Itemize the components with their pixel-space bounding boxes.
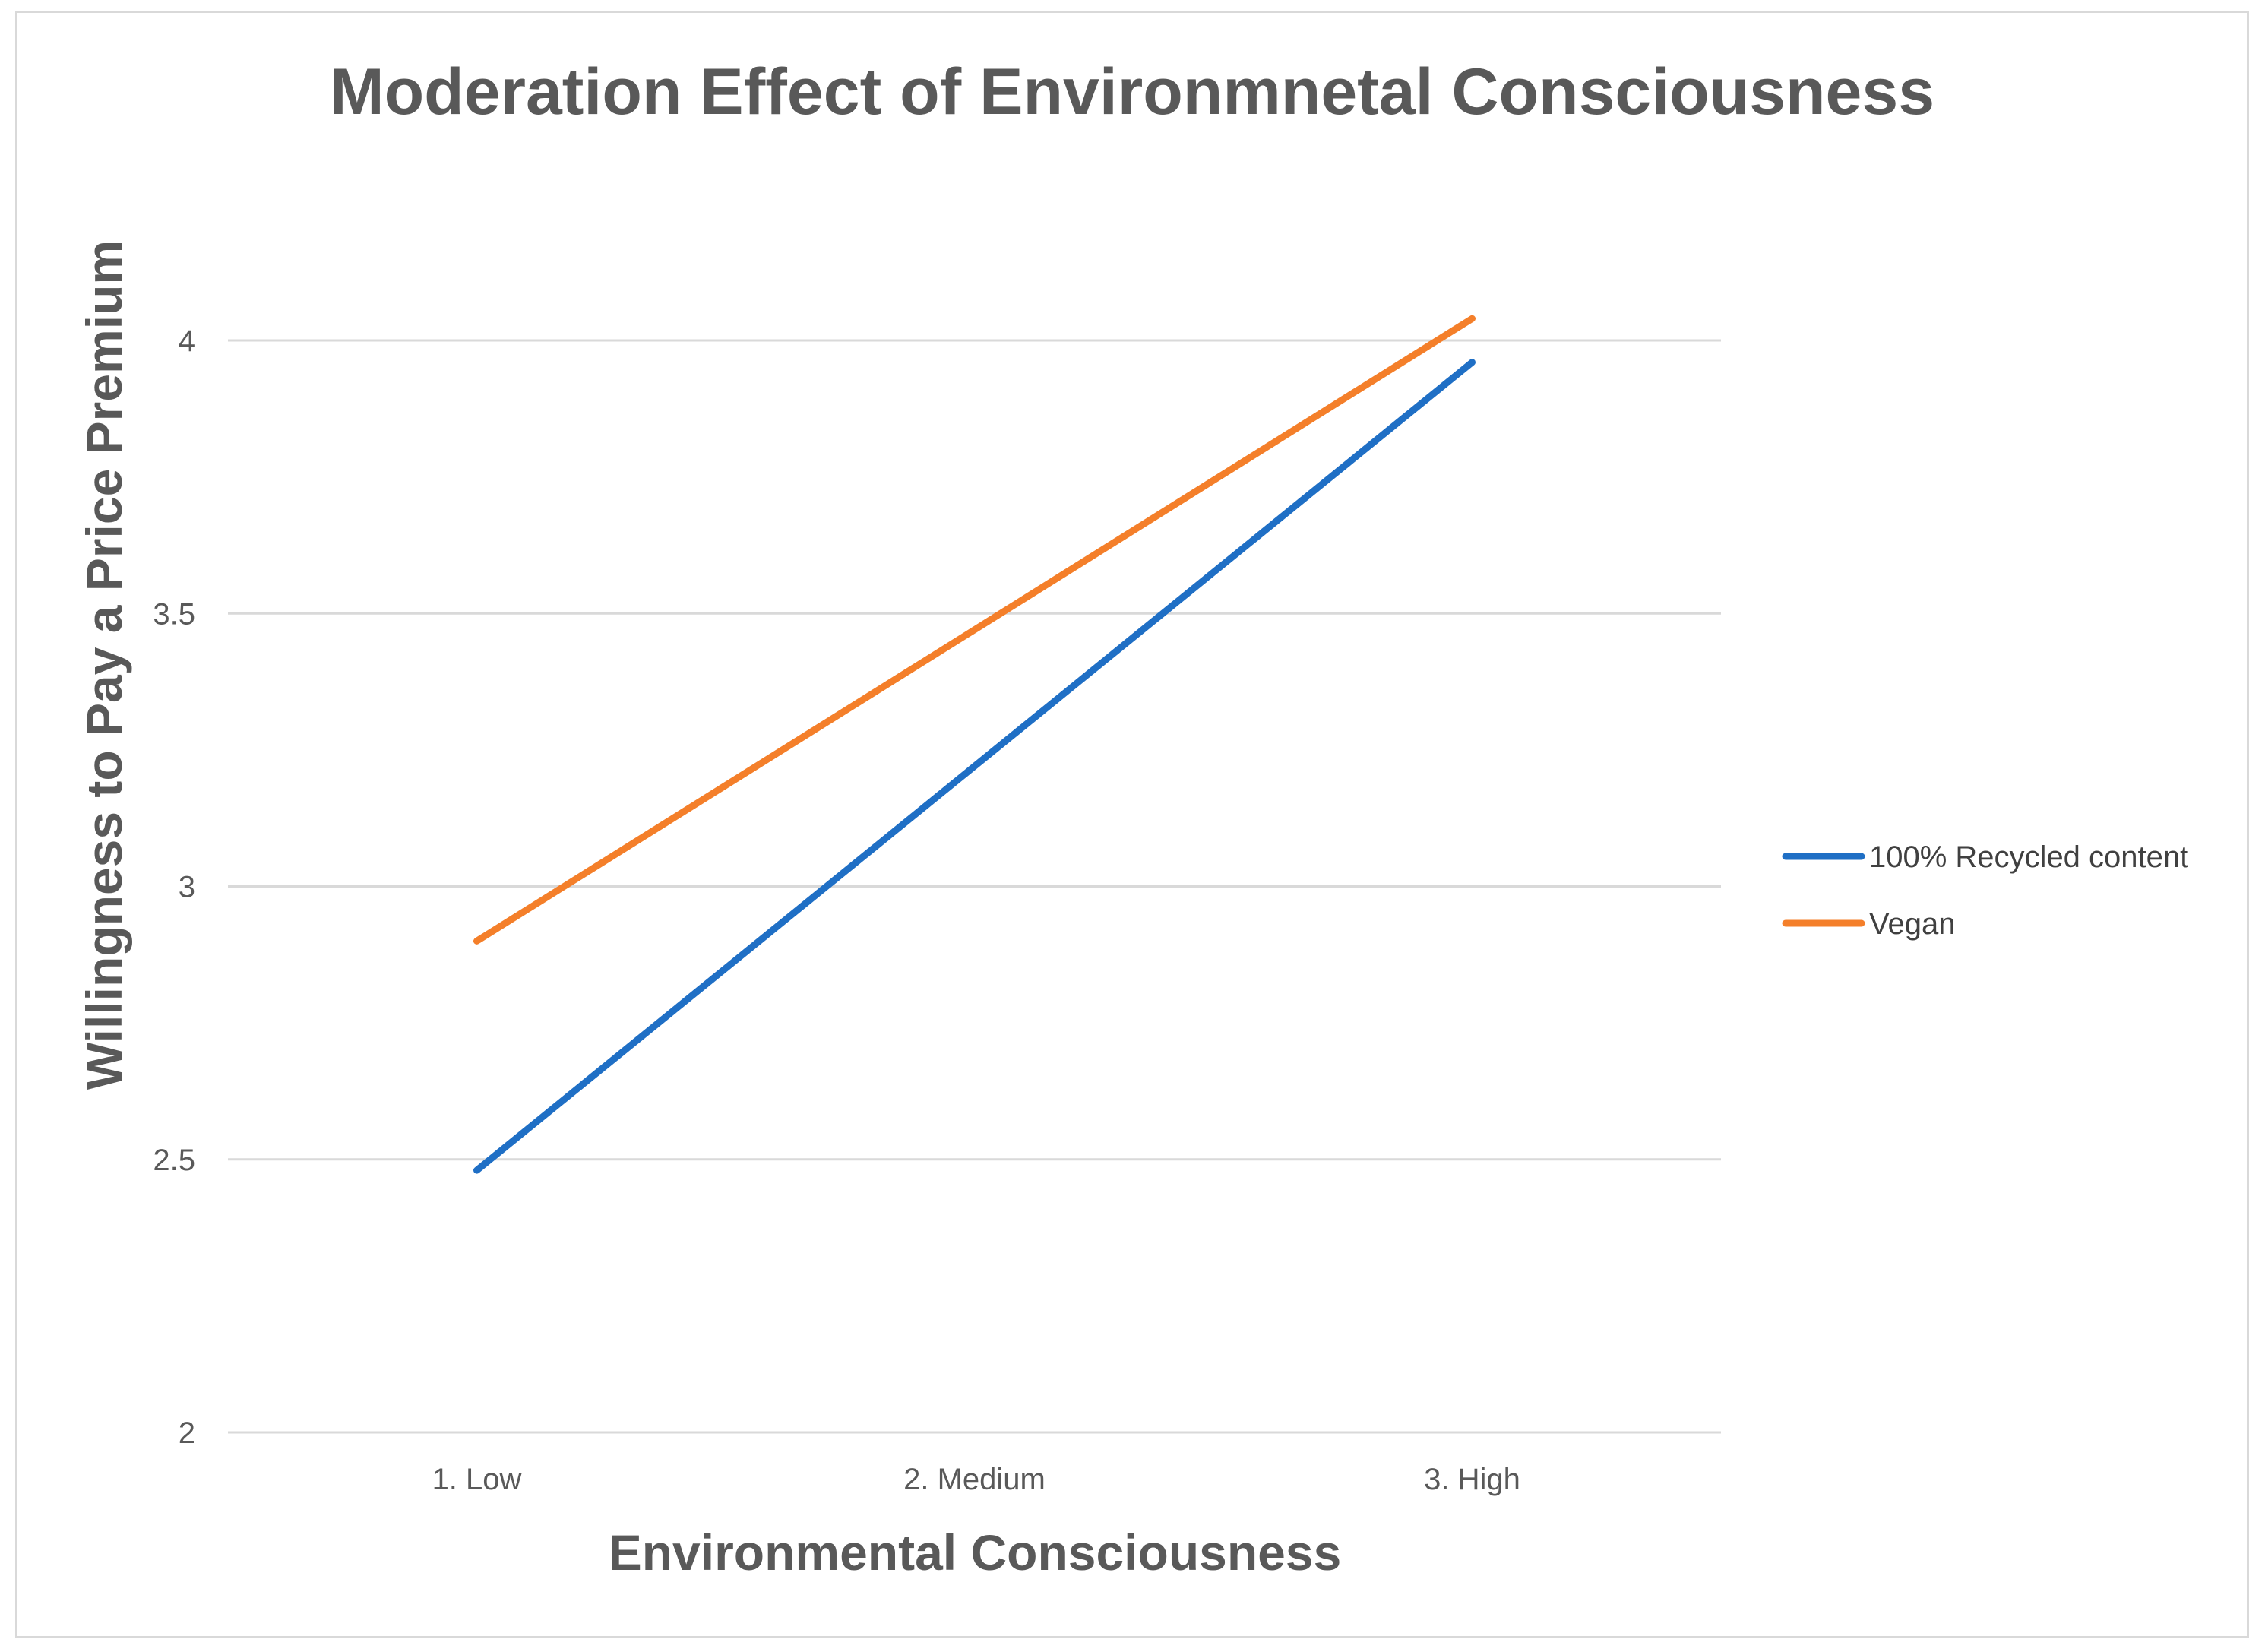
x-axis-title: Environmental Consciousness xyxy=(609,1524,1342,1581)
y-tick-label: 3.5 xyxy=(153,597,195,631)
legend-item: Vegan xyxy=(1782,907,1955,941)
legend-label: Vegan xyxy=(1869,907,1955,941)
x-axis-ticks: 1. Low 2. Medium 3. High xyxy=(432,1463,1520,1496)
chart-title: Moderation Effect of Environmnetal Consc… xyxy=(330,55,1934,128)
series-lines xyxy=(473,315,1476,1174)
chart-frame xyxy=(15,11,2249,1638)
legend-item: 100% Recycled content xyxy=(1782,840,2188,874)
x-tick-label: 1. Low xyxy=(432,1463,522,1496)
y-tick-label: 3 xyxy=(179,871,195,904)
y-tick-label: 2.5 xyxy=(153,1144,195,1177)
series-line-recycled-content xyxy=(473,359,1476,1174)
y-axis-title: Willingness to Pay a Price Premium xyxy=(76,240,132,1090)
y-tick-label: 4 xyxy=(179,324,195,358)
y-axis-ticks: 2 2.5 3 3.5 4 xyxy=(153,324,195,1450)
x-tick-label: 2. Medium xyxy=(903,1463,1046,1496)
y-tick-label: 2 xyxy=(179,1416,195,1450)
x-tick-label: 3. High xyxy=(1424,1463,1520,1496)
series-line-vegan xyxy=(473,315,1476,945)
gridlines xyxy=(228,339,1721,1434)
legend: 100% Recycled content Vegan xyxy=(1782,840,2188,941)
legend-label: 100% Recycled content xyxy=(1869,840,2188,874)
